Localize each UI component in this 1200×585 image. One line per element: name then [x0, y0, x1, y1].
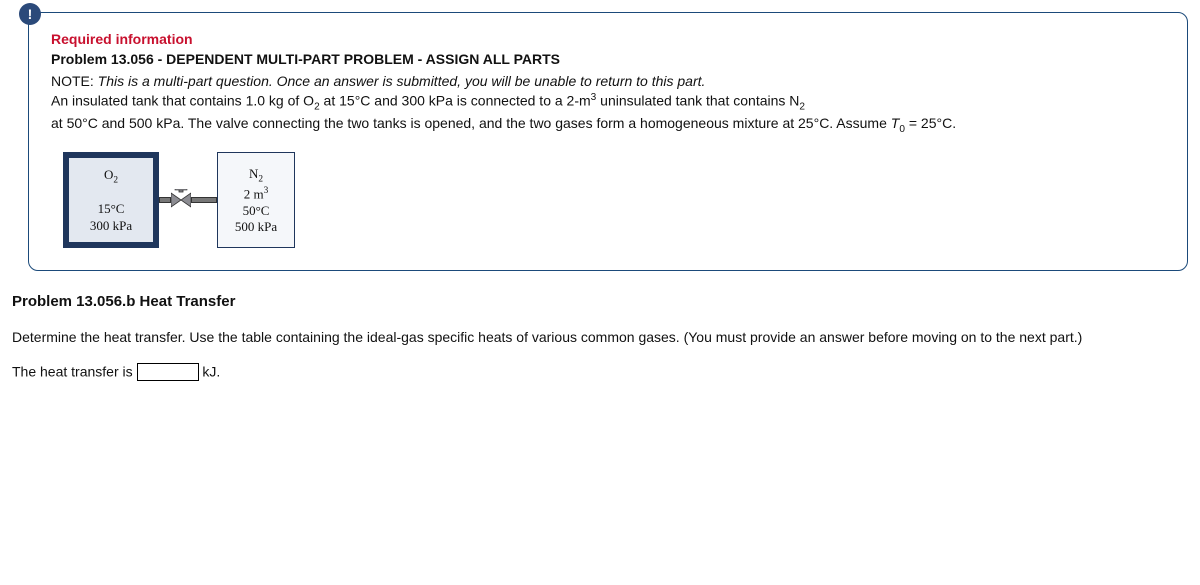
tank-n2-vol: 2 m3: [218, 186, 294, 203]
note-lead: NOTE:: [51, 73, 98, 89]
tank-n2: N2 2 m3 50°C 500 kPa: [217, 152, 295, 248]
exclamation-icon: !: [28, 6, 33, 22]
n2-subscript: 2: [799, 101, 805, 112]
pipe-valve-assembly: [159, 189, 217, 211]
tank-n2-gas-sub: 2: [258, 174, 263, 184]
answer-unit: kJ.: [199, 364, 221, 380]
note-rest: This is a multi-part question. Once an a…: [98, 73, 706, 89]
subproblem-title: Problem 13.056.b Heat Transfer: [12, 293, 1188, 310]
tank-o2-gas: O2: [69, 167, 153, 187]
tank-n2-gas: N2: [218, 166, 294, 186]
alert-badge: !: [19, 3, 41, 25]
required-info-label: Required information: [51, 31, 1165, 47]
tank-o2-temp: 15°C: [69, 201, 153, 217]
body-seg-2b: = 25°C.: [905, 115, 956, 131]
tank-diagram: O2 15°C 300 kPa N2 2 m3 50°C 500 kPa: [63, 152, 1165, 248]
body-seg-2a: at 50°C and 500 kPa. The valve connectin…: [51, 115, 891, 131]
valve-icon: [171, 189, 191, 211]
problem-body: An insulated tank that contains 1.0 kg o…: [51, 91, 1165, 136]
answer-lead: The heat transfer is: [12, 364, 137, 380]
answer-line: The heat transfer is kJ.: [12, 363, 1188, 381]
body-seg-1b: at 15°C and 300 kPa is connected to a 2-…: [320, 93, 591, 109]
tank-o2-press: 300 kPa: [69, 218, 153, 234]
subproblem-prompt: Determine the heat transfer. Use the tab…: [12, 328, 1188, 347]
heat-transfer-input[interactable]: [137, 363, 199, 381]
tank-n2-temp: 50°C: [218, 203, 294, 219]
tank-n2-vol-sup: 3: [264, 186, 269, 196]
body-seg-1c: uninsulated tank that contains N: [596, 93, 799, 109]
note-line: NOTE: This is a multi-part question. Onc…: [51, 73, 1165, 89]
pipe-left: [159, 197, 171, 203]
required-info-box: ! Required information Problem 13.056 - …: [28, 12, 1188, 271]
tank-o2: O2 15°C 300 kPa: [63, 152, 159, 248]
tank-n2-gas-base: N: [249, 166, 258, 181]
problem-title: Problem 13.056 - DEPENDENT MULTI-PART PR…: [51, 51, 1165, 67]
tank-o2-gas-sub: 2: [113, 176, 118, 186]
body-seg-1a: An insulated tank that contains 1.0 kg o…: [51, 93, 314, 109]
tank-n2-press: 500 kPa: [218, 219, 294, 235]
tank-o2-gas-base: O: [104, 167, 113, 182]
pipe-right: [191, 197, 217, 203]
tank-n2-vol-base: 2 m: [244, 186, 264, 201]
